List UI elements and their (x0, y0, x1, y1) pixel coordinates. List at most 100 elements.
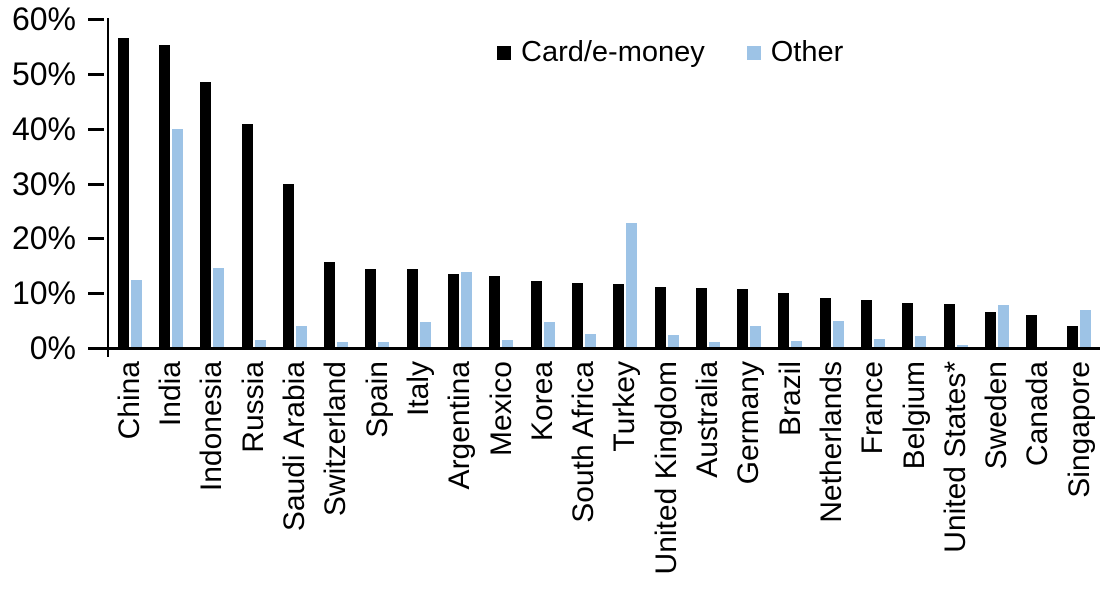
bar-card-e-money (448, 274, 460, 347)
x-axis-label: Turkey (608, 361, 642, 452)
x-label-slot: Germany (728, 361, 769, 594)
y-axis-tick (88, 73, 104, 76)
y-axis-tick (88, 183, 104, 186)
category-slot (481, 18, 522, 347)
bar-other (667, 335, 679, 347)
x-label-slot: Argentina (439, 361, 480, 594)
bar-other (956, 345, 968, 347)
bar-other (337, 342, 349, 347)
x-axis-label: United States* (938, 361, 972, 553)
x-label-slot: Saudi Arabia (274, 361, 315, 594)
bar-card-e-money (324, 262, 336, 347)
x-label-slot: India (150, 361, 191, 594)
x-axis-label: Belgium (897, 361, 931, 470)
bar-other (254, 340, 266, 347)
y-axis-label: 10% (11, 275, 76, 311)
x-label-slot: Turkey (605, 361, 646, 594)
legend-swatch-card-e-money (497, 45, 511, 60)
category-slot (150, 18, 191, 347)
bar-other (171, 129, 183, 347)
bar-card-e-money (943, 304, 955, 347)
bar-card-e-money (860, 300, 872, 347)
bar-card-e-money (200, 82, 212, 347)
y-axis-tick (88, 237, 104, 240)
x-axis-label: Switzerland (319, 361, 353, 517)
bar-card-e-money (282, 184, 294, 347)
bar-card-e-money (819, 298, 831, 347)
x-label-slot: Indonesia (192, 361, 233, 594)
category-slot (522, 18, 563, 347)
legend-label-card-e-money: Card/e-money (521, 36, 705, 68)
y-axis-label: 0% (29, 330, 76, 366)
x-axis-label: Mexico (484, 361, 518, 457)
x-axis-label: Singapore (1062, 361, 1096, 498)
x-axis-labels: China India Indonesia Russia Saudi Arabia Swi… (109, 361, 1100, 594)
x-axis-label: Spain (360, 361, 394, 438)
bar-card-e-money (241, 124, 253, 347)
y-axis-label: 40% (11, 111, 76, 147)
bar-card-e-money (695, 288, 707, 347)
x-axis-label: Russia (236, 361, 270, 453)
category-slot (439, 18, 480, 347)
y-axis-label: 20% (11, 220, 76, 256)
x-label-slot: Mexico (481, 361, 522, 594)
bar-other (419, 322, 431, 347)
category-slot (811, 18, 852, 347)
category-slot (728, 18, 769, 347)
bar-other (502, 340, 514, 347)
category-slot (109, 18, 150, 347)
x-axis-line (104, 347, 1100, 350)
bar-card-e-money (778, 293, 790, 347)
bar-other (461, 272, 473, 347)
x-label-slot: Spain (357, 361, 398, 594)
bar-other (295, 326, 307, 347)
bar-other (873, 339, 885, 347)
x-axis-label: France (856, 361, 890, 455)
x-axis-label: Indonesia (195, 361, 229, 492)
x-label-slot: China (109, 361, 150, 594)
legend-item-other: Other (746, 36, 844, 69)
bar-other (997, 305, 1009, 347)
category-slot (233, 18, 274, 347)
x-axis-label: Netherlands (814, 361, 848, 523)
bar-other (750, 326, 762, 347)
bar-other (584, 334, 596, 347)
bar-card-e-money (117, 38, 129, 347)
y-axis: 0% 10% 20% 30% 40% 50% 60% (0, 0, 104, 594)
x-label-slot: Belgium (894, 361, 935, 594)
x-label-slot: Switzerland (315, 361, 356, 594)
bar-other (130, 280, 142, 347)
bar-card-e-money (365, 269, 377, 347)
x-axis-label: South Africa (567, 361, 601, 523)
x-axis-label: United Kingdom (649, 361, 683, 575)
bar-card-e-money (737, 289, 749, 347)
x-axis-label: Argentina (443, 361, 477, 490)
x-label-slot: United Kingdom (646, 361, 687, 594)
bar-card-e-money (902, 303, 914, 347)
category-slot (357, 18, 398, 347)
x-label-slot: Netherlands (811, 361, 852, 594)
bar-card-e-money (1067, 326, 1079, 347)
bar-other (832, 321, 844, 347)
bar-card-e-money (613, 284, 625, 347)
x-label-slot: United States* (935, 361, 976, 594)
bar-card-e-money (158, 45, 170, 347)
x-axis-label: Canada (1021, 361, 1055, 467)
x-axis-label: Italy (401, 361, 435, 417)
x-axis-label: Saudi Arabia (278, 361, 312, 532)
category-slot (770, 18, 811, 347)
category-slot (1059, 18, 1100, 347)
y-axis-label: 50% (11, 56, 76, 92)
x-axis-label: India (154, 361, 188, 427)
bar-other (915, 336, 927, 347)
category-slot (398, 18, 439, 347)
x-label-slot: Singapore (1059, 361, 1100, 594)
x-label-slot: Brazil (770, 361, 811, 594)
x-axis-label: China (112, 361, 146, 440)
plot-area (109, 18, 1100, 347)
y-axis-tick (88, 18, 104, 21)
legend-label-other: Other (770, 36, 844, 68)
x-label-slot: France (852, 361, 893, 594)
y-axis-tick (88, 128, 104, 131)
